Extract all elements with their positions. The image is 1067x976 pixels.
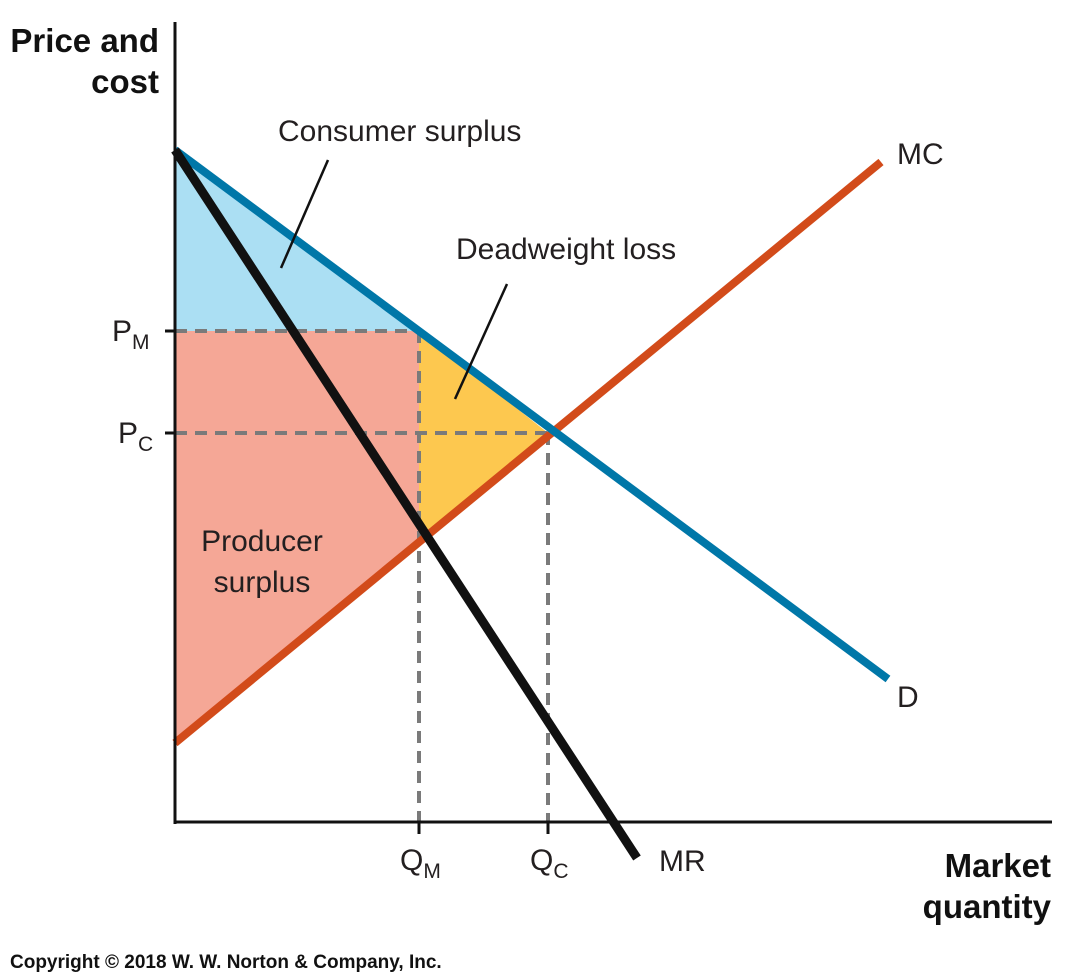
pm-label: PM [112,315,150,354]
consumer-surplus-leader [279,159,330,269]
pc-label-sub: C [138,433,153,456]
mc-label: MC [897,138,944,171]
demand-label: D [897,681,919,714]
consumer-surplus-label: Consumer surplus [278,115,521,148]
qm-label: QM [400,844,441,883]
mr-label: MR [659,845,706,878]
pc-label-main: P [118,417,138,450]
pc-label: PC [118,417,153,456]
x-axis-title-line2: quantity [923,888,1052,925]
qc-label-main: Q [530,844,553,877]
y-axis-title-line2: cost [91,63,159,100]
pm-label-sub: M [132,331,150,354]
mc-curve [172,158,884,747]
pm-label-main: P [112,315,132,348]
deadweight-loss-leader [453,283,509,400]
qc-label-sub: C [553,860,568,883]
qm-label-sub: M [423,860,441,883]
copyright-notice: Copyright © 2018 W. W. Norton & Company,… [10,952,442,973]
mr-curve [171,147,641,861]
producer-surplus-label-line2: surplus [214,566,311,599]
deadweight-loss-label: Deadweight loss [456,233,676,266]
x-axis-title-line1: Market [945,847,1051,884]
producer-surplus-label-line1: Producer [201,525,323,558]
qm-label-main: Q [400,844,423,877]
qc-label: QC [530,844,569,883]
y-axis-title-line1: Price and [10,22,159,59]
deadweight-loss-area [419,331,548,543]
